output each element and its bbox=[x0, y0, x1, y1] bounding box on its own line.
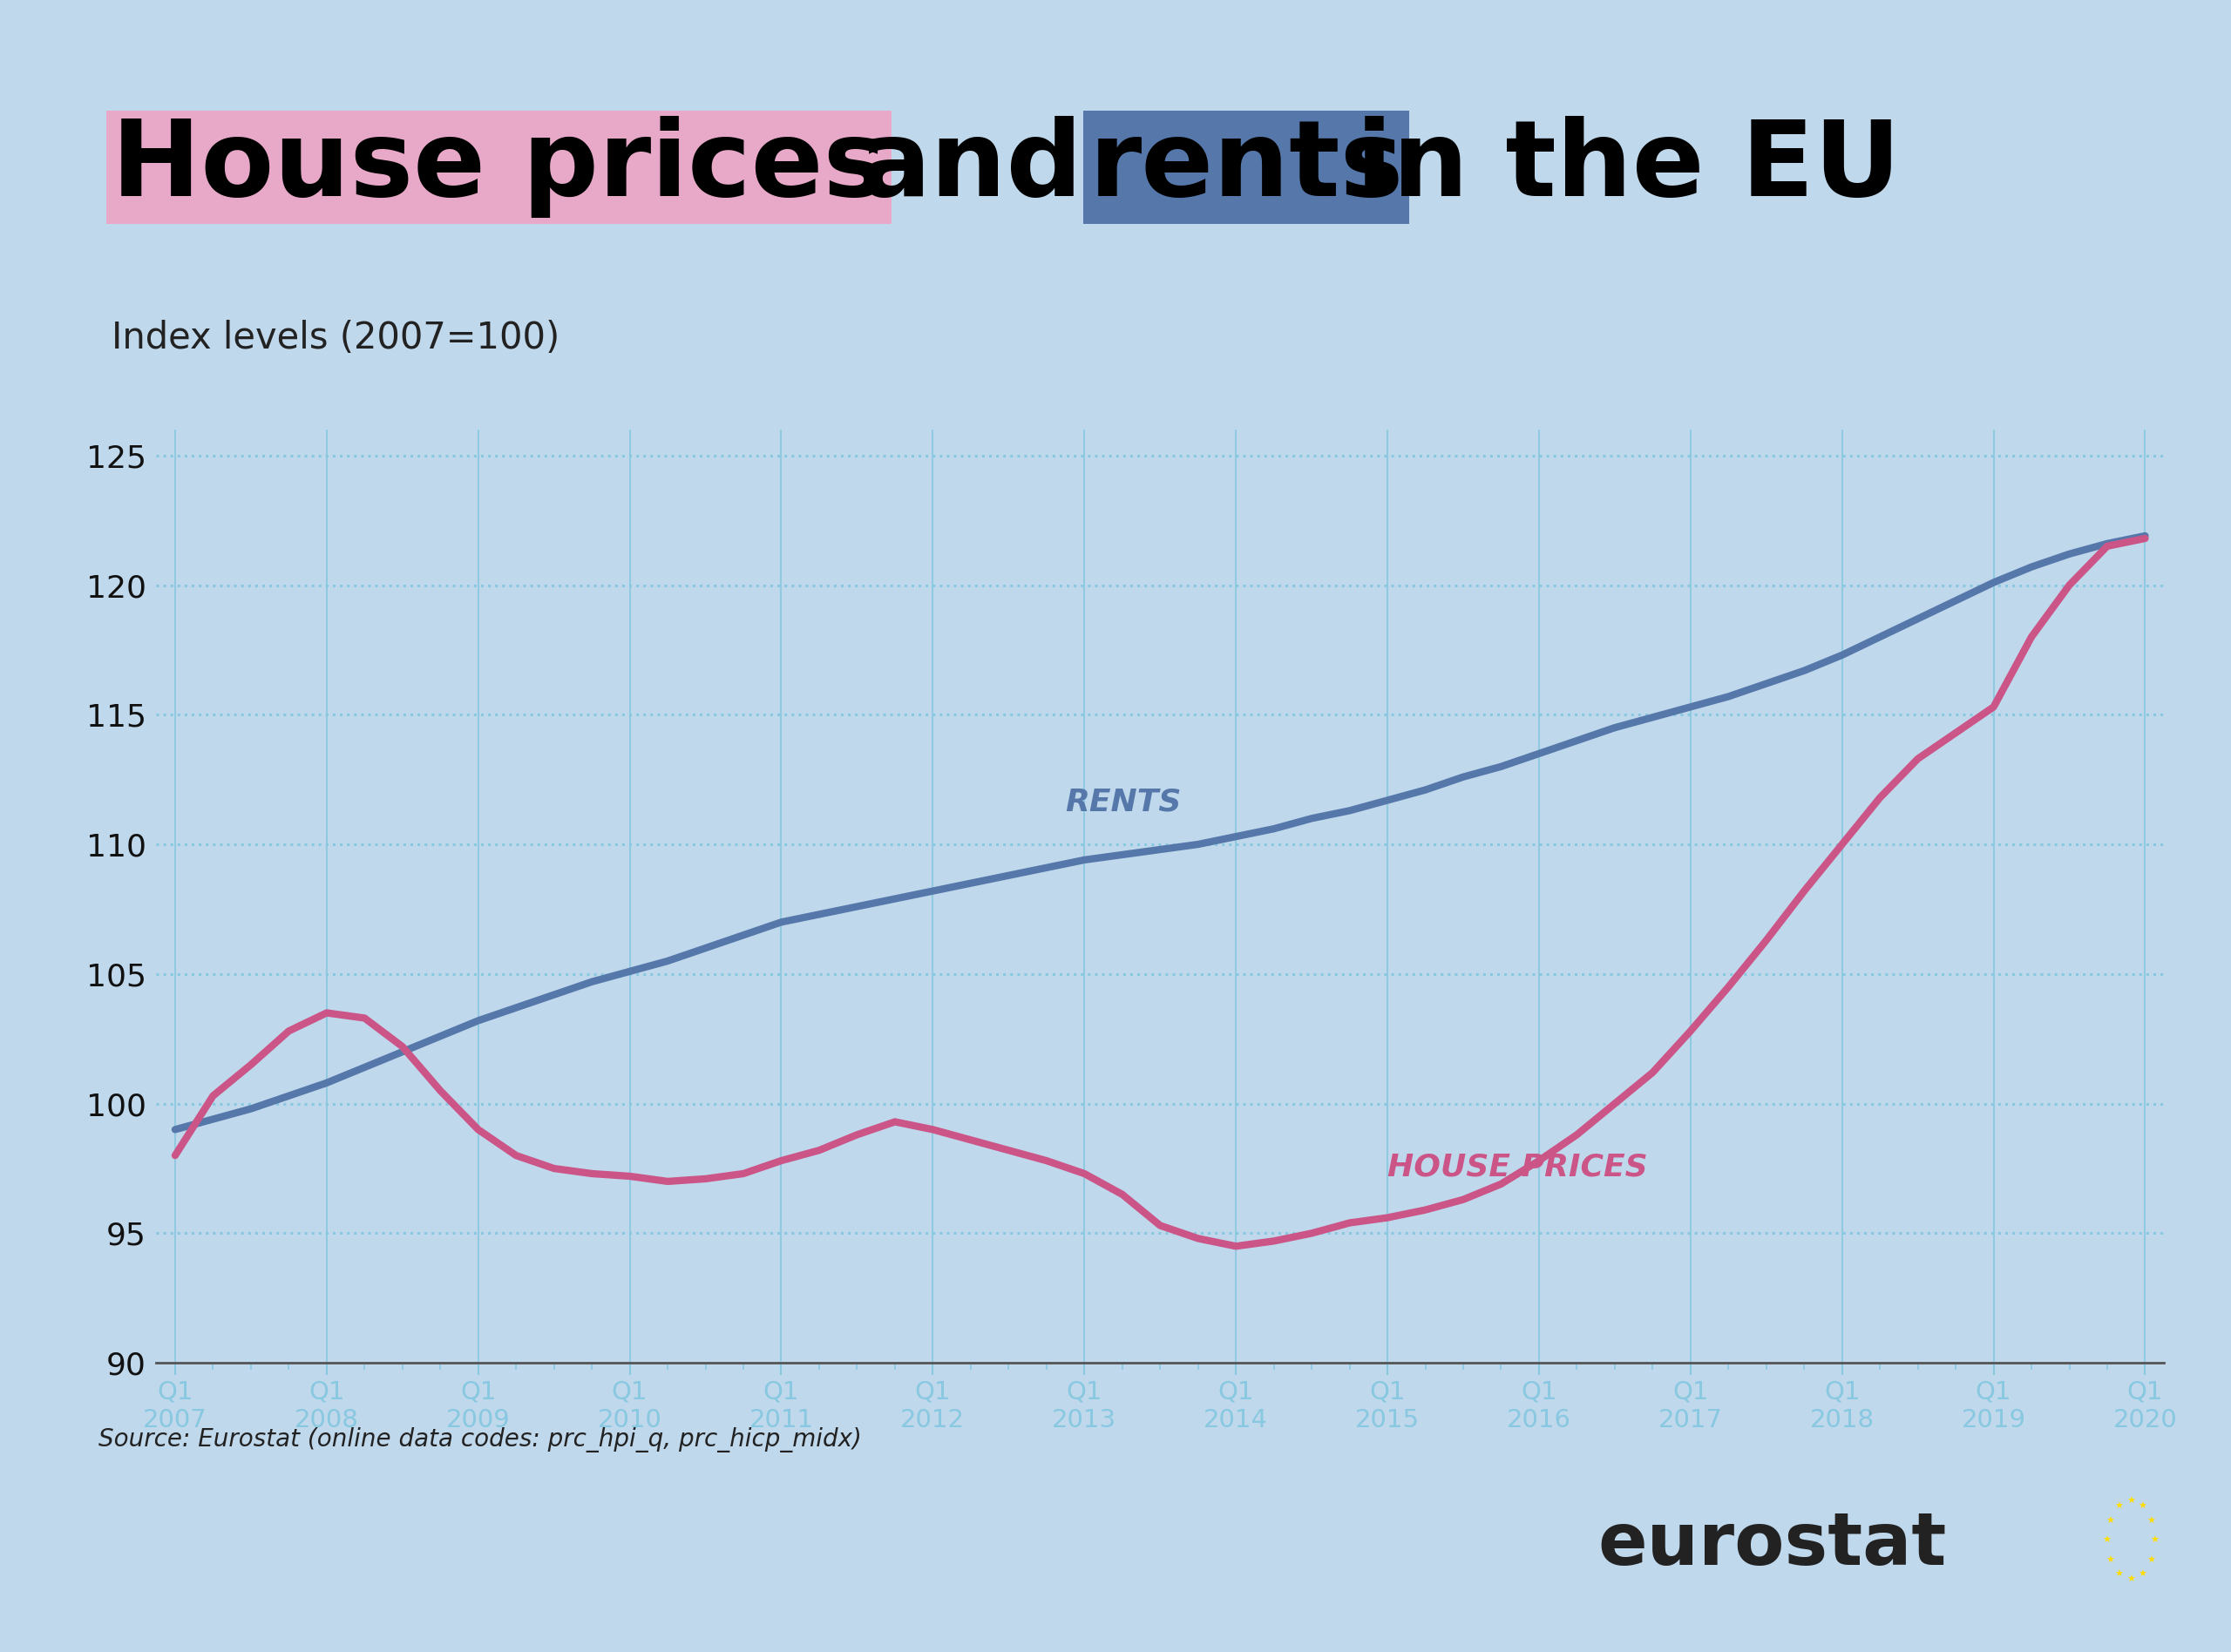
Text: ★: ★ bbox=[2146, 1517, 2155, 1525]
Text: ★: ★ bbox=[2137, 1569, 2146, 1579]
Text: ★: ★ bbox=[2126, 1576, 2135, 1584]
Text: ★: ★ bbox=[2146, 1556, 2155, 1564]
Text: ★: ★ bbox=[2151, 1536, 2160, 1545]
Text: ★: ★ bbox=[2126, 1497, 2135, 1505]
Text: ★: ★ bbox=[2102, 1536, 2111, 1545]
Text: eurostat: eurostat bbox=[1597, 1510, 1945, 1579]
Text: RENTS: RENTS bbox=[1066, 786, 1182, 816]
Text: ★: ★ bbox=[2106, 1556, 2115, 1564]
Text: rents: rents bbox=[1089, 116, 1403, 218]
Text: ★: ★ bbox=[2115, 1502, 2124, 1512]
Text: Index levels (2007=100): Index levels (2007=100) bbox=[112, 320, 560, 357]
Text: in the EU: in the EU bbox=[1356, 116, 1901, 218]
Text: ★: ★ bbox=[2115, 1569, 2124, 1579]
Text: House prices: House prices bbox=[112, 116, 886, 218]
Text: ★: ★ bbox=[2106, 1517, 2115, 1525]
Text: ★: ★ bbox=[2137, 1502, 2146, 1512]
Text: and: and bbox=[859, 116, 1082, 218]
Text: Source: Eurostat (online data codes: prc_hpi_q, prc_hicp_midx): Source: Eurostat (online data codes: prc… bbox=[98, 1427, 861, 1452]
Text: HOUSE PRICES: HOUSE PRICES bbox=[1388, 1153, 1649, 1183]
